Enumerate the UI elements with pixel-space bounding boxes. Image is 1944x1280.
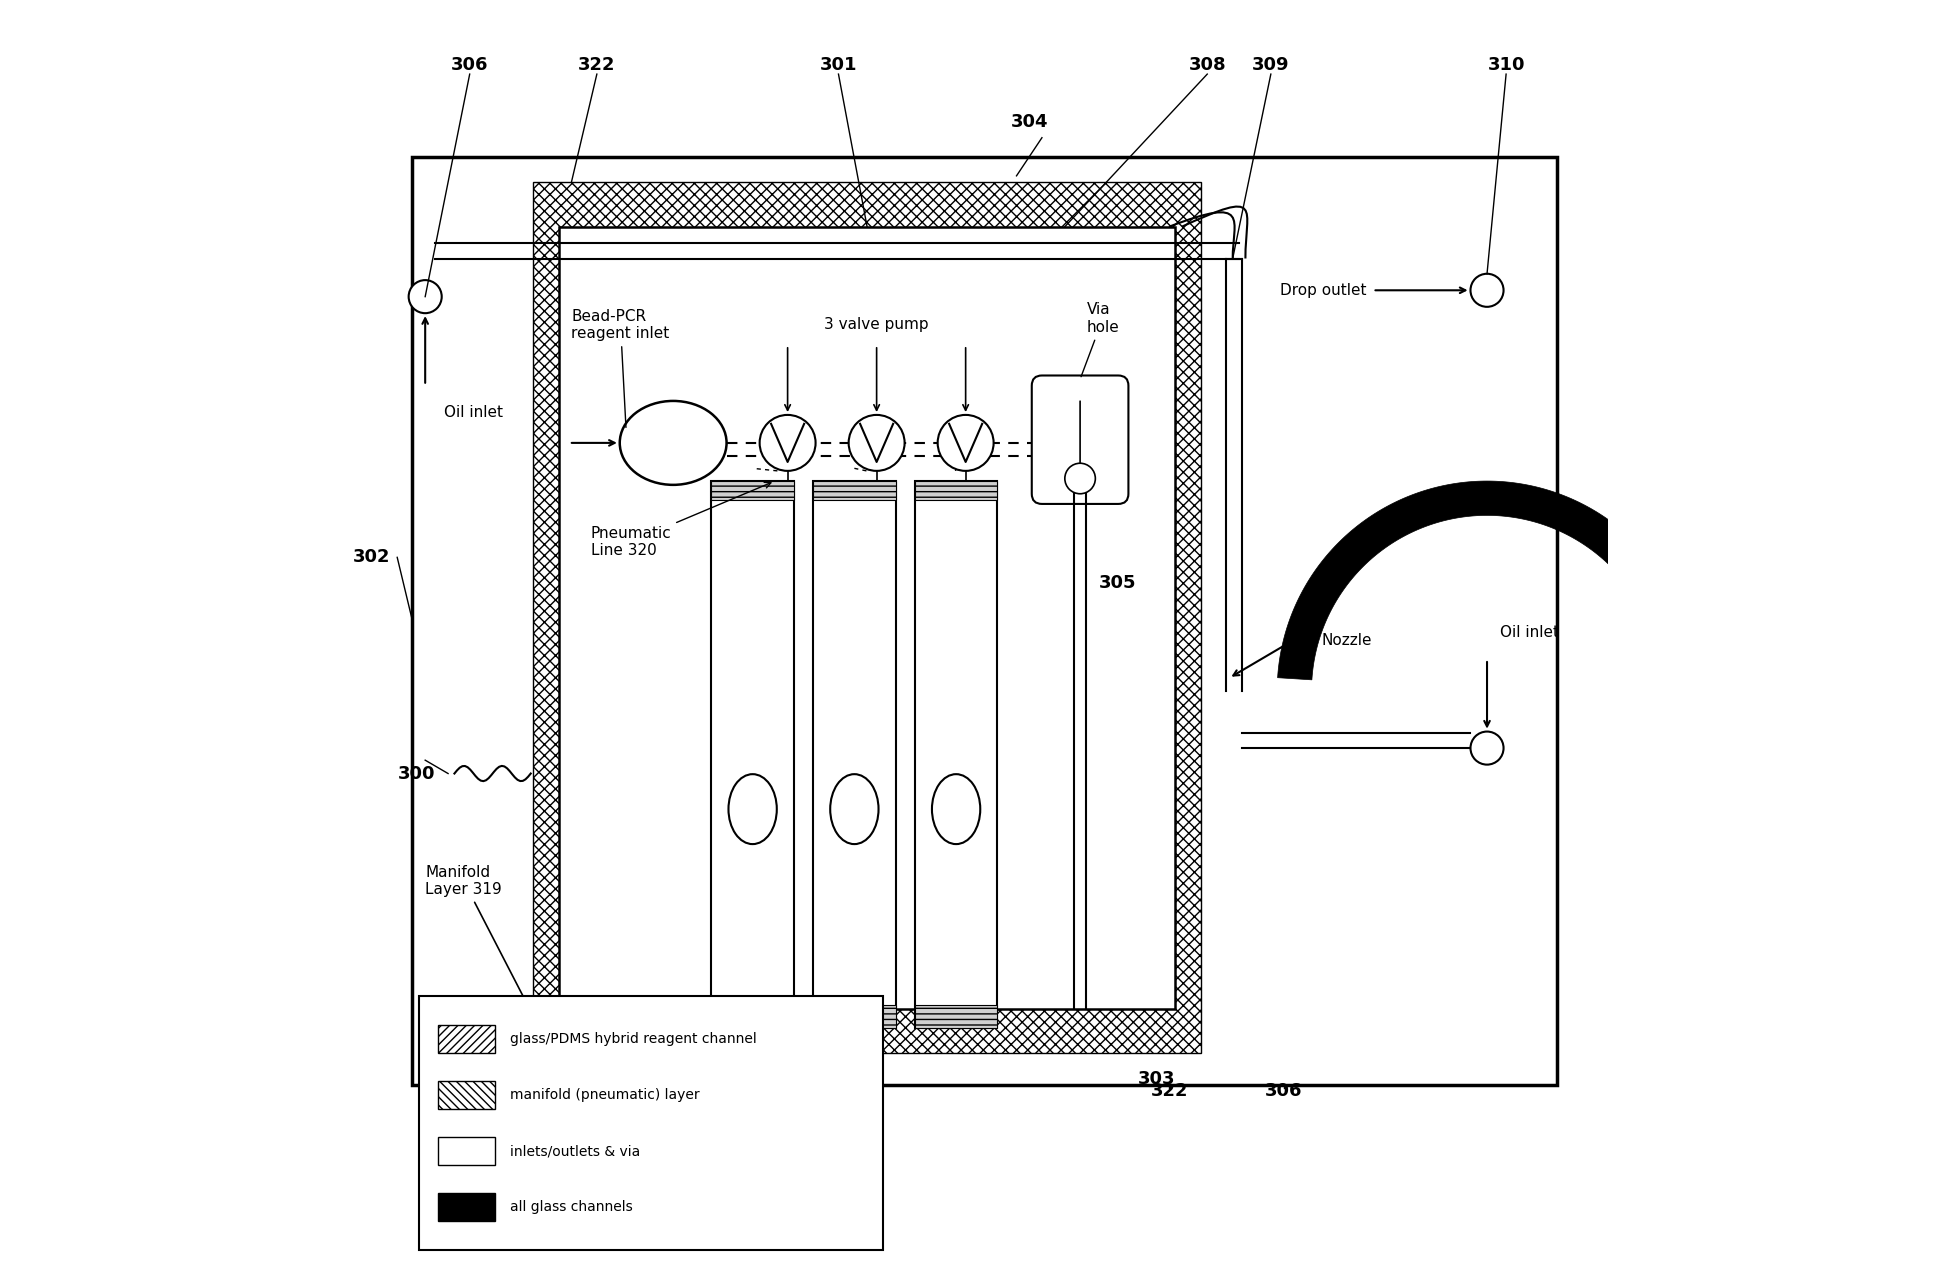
Circle shape — [937, 415, 993, 471]
Text: Bead-PCR
reagent inlet: Bead-PCR reagent inlet — [572, 308, 669, 428]
Bar — [916, 481, 997, 500]
Text: 322: 322 — [577, 56, 616, 74]
Bar — [437, 1025, 496, 1053]
Bar — [813, 1005, 896, 1028]
Circle shape — [408, 280, 441, 314]
Text: 305: 305 — [1098, 573, 1137, 591]
Bar — [412, 156, 1557, 1085]
Bar — [437, 1137, 496, 1165]
Circle shape — [1470, 732, 1503, 764]
Ellipse shape — [931, 774, 980, 844]
Text: Pneumatic
Line 320: Pneumatic Line 320 — [591, 483, 772, 558]
Text: 309: 309 — [1252, 56, 1289, 74]
Text: 308: 308 — [1188, 56, 1227, 74]
Bar — [813, 481, 896, 1028]
Polygon shape — [1277, 481, 1689, 680]
Text: 306: 306 — [1266, 1083, 1302, 1101]
Bar — [437, 1082, 496, 1110]
Text: Drop outlet: Drop outlet — [1279, 283, 1367, 298]
Text: manifold (pneumatic) layer: manifold (pneumatic) layer — [511, 1088, 700, 1102]
Text: 3 valve pump: 3 valve pump — [824, 317, 929, 333]
Bar — [418, 996, 883, 1251]
Bar — [533, 182, 1201, 1053]
Text: 303: 303 — [1137, 1070, 1174, 1088]
Text: glass/PDMS hybrid reagent channel: glass/PDMS hybrid reagent channel — [511, 1032, 756, 1046]
Circle shape — [850, 415, 904, 471]
Text: inlets/outlets & via: inlets/outlets & via — [511, 1144, 642, 1158]
Bar — [813, 481, 896, 500]
Bar — [916, 1005, 997, 1028]
Bar — [558, 227, 1176, 1009]
Text: 302: 302 — [354, 548, 391, 566]
Text: 306: 306 — [451, 56, 488, 74]
Bar — [712, 481, 793, 500]
Circle shape — [1470, 274, 1503, 307]
Text: Oil inlet: Oil inlet — [445, 404, 503, 420]
Text: 300: 300 — [397, 764, 435, 782]
Bar — [437, 1193, 496, 1221]
Circle shape — [760, 415, 816, 471]
Ellipse shape — [729, 774, 778, 844]
Text: Nozzle: Nozzle — [1322, 632, 1372, 648]
Text: Manifold
Layer 319: Manifold Layer 319 — [426, 865, 544, 1037]
Circle shape — [1065, 463, 1094, 494]
Text: all glass channels: all glass channels — [511, 1201, 634, 1215]
Bar — [712, 481, 793, 1028]
Bar — [916, 481, 997, 1028]
Text: Oil inlet: Oil inlet — [1499, 625, 1559, 640]
Ellipse shape — [620, 401, 727, 485]
Bar — [712, 1005, 793, 1028]
FancyBboxPatch shape — [1032, 375, 1128, 504]
Text: 322: 322 — [1151, 1083, 1188, 1101]
Text: 304: 304 — [1011, 114, 1048, 132]
Text: 310: 310 — [1487, 56, 1524, 74]
Text: Via
hole: Via hole — [1081, 302, 1120, 376]
Text: 301: 301 — [820, 56, 857, 74]
Ellipse shape — [830, 774, 879, 844]
